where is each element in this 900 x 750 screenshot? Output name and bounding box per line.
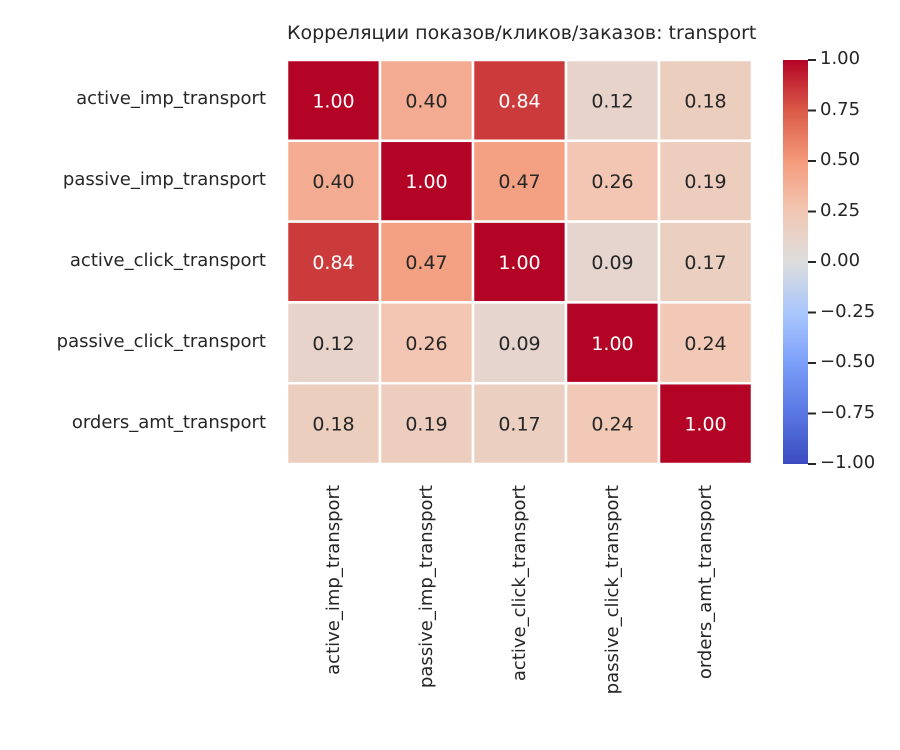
heatmap-cell <box>378 139 475 223</box>
heatmap-cell <box>285 220 382 304</box>
cell-value-label: 0.26 <box>405 333 447 355</box>
cell-value-label: 0.84 <box>312 252 354 274</box>
cell-value-label: 0.18 <box>312 414 354 436</box>
heatmap-cell <box>471 220 568 304</box>
heatmap-cell <box>471 139 568 223</box>
cell-value-label: 0.47 <box>405 252 447 274</box>
colorbar-tick-label: −0.25 <box>820 300 876 322</box>
cell-value-label: 0.12 <box>591 90 633 112</box>
heatmap-cell <box>564 220 661 304</box>
colorbar-tick-label: 0.00 <box>820 250 861 271</box>
heatmap-cell <box>657 301 754 385</box>
row-label: passive_imp_transport <box>62 169 266 191</box>
column-label: active_click_transport <box>508 485 530 682</box>
cell-value-label: 0.24 <box>591 414 633 436</box>
colorbar-tick-label: −0.75 <box>820 401 876 423</box>
cell-value-label: 0.40 <box>312 171 354 193</box>
heatmap-cell <box>657 381 754 466</box>
cell-value-label: 1.00 <box>591 333 633 355</box>
heatmap-cell <box>471 301 568 385</box>
cell-value-label: 0.17 <box>498 414 540 436</box>
cell-value-label: 1.00 <box>405 171 447 193</box>
colorbar <box>783 60 808 464</box>
column-label: passive_click_transport <box>601 485 623 695</box>
cell-value-label: 0.12 <box>312 333 354 355</box>
row-label: passive_click_transport <box>56 330 266 352</box>
cell-value-label: 0.26 <box>591 171 633 193</box>
colorbar-tick-label: 0.25 <box>820 199 861 221</box>
colorbar-tick-label: 0.50 <box>820 149 861 170</box>
row-label: active_click_transport <box>69 250 266 271</box>
cell-value-label: 0.18 <box>684 90 726 112</box>
cell-value-label: 0.19 <box>684 171 726 193</box>
cell-value-label: 0.19 <box>405 414 447 436</box>
cell-value-label: 0.40 <box>405 90 447 112</box>
cell-value-label: 0.17 <box>684 252 726 274</box>
cell-value-label: 1.00 <box>684 414 726 436</box>
heatmap-cell <box>564 381 661 466</box>
colorbar-tick-label: 0.75 <box>820 98 861 120</box>
heatmap-cell <box>564 301 661 385</box>
colorbar-tick-label: −0.50 <box>820 351 876 372</box>
cell-value-label: 1.00 <box>498 252 540 274</box>
column-label: passive_imp_transport <box>415 485 437 689</box>
cell-value-label: 1.00 <box>312 90 354 112</box>
column-label: orders_amt_transport <box>694 485 716 680</box>
cell-value-label: 0.84 <box>498 90 540 112</box>
cell-value-label: 0.09 <box>498 333 540 355</box>
row-label: active_imp_transport <box>76 88 266 110</box>
column-label: active_imp_transport <box>322 485 344 675</box>
colorbar-tick-label: 1.00 <box>820 48 861 69</box>
row-label: orders_amt_transport <box>71 411 266 433</box>
heatmap-cell <box>285 139 382 223</box>
chart-title: Корреляции показов/кликов/заказов: trans… <box>287 22 757 44</box>
cell-value-label: 0.24 <box>684 333 726 355</box>
colorbar-tick-label: −1.00 <box>820 452 876 473</box>
cell-value-label: 0.47 <box>498 171 540 193</box>
heatmap-cell <box>657 220 754 304</box>
cell-value-label: 0.09 <box>591 252 633 274</box>
heatmap-cell <box>564 139 661 223</box>
